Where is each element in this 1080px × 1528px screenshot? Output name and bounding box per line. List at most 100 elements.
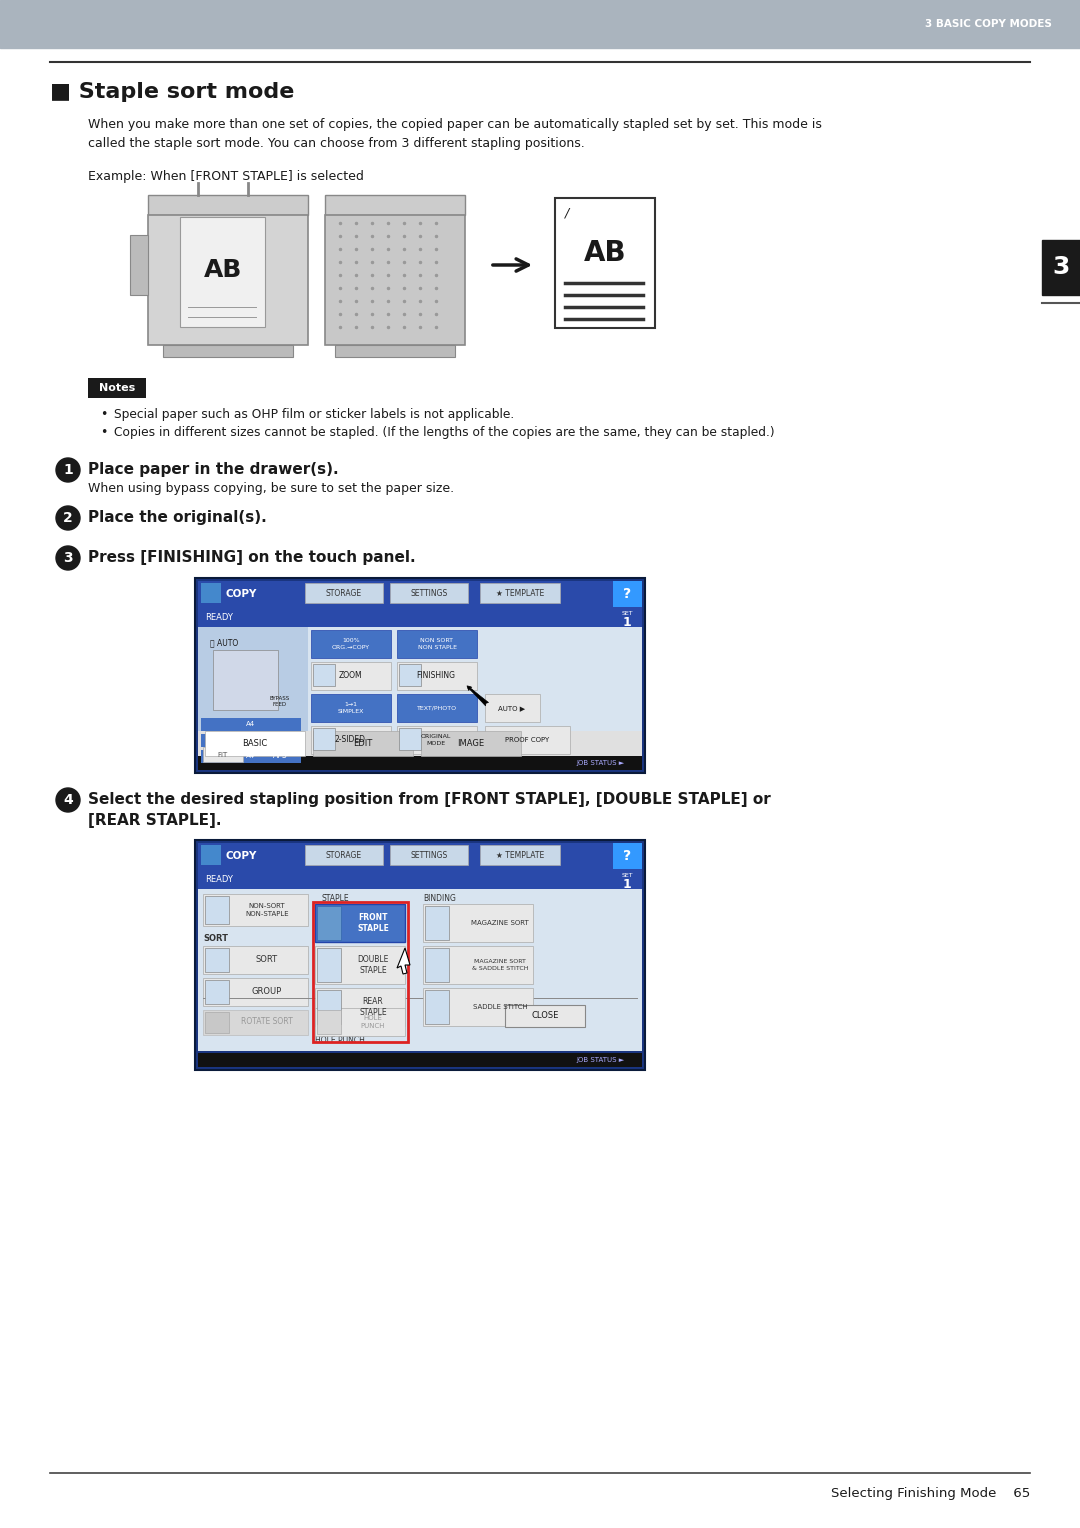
Text: IMAGE: IMAGE bbox=[458, 740, 485, 749]
Text: EDIT: EDIT bbox=[353, 740, 373, 749]
Bar bbox=[613, 869, 642, 889]
Bar bbox=[426, 906, 449, 940]
Bar bbox=[399, 727, 421, 750]
Text: TEXT/PHOTO: TEXT/PHOTO bbox=[417, 706, 457, 711]
Text: 1: 1 bbox=[623, 616, 632, 628]
Bar bbox=[485, 726, 570, 753]
Text: READY: READY bbox=[205, 874, 233, 883]
Bar bbox=[0, 0, 1080, 47]
Bar bbox=[318, 947, 341, 983]
Text: JOB STATUS ►: JOB STATUS ► bbox=[576, 1057, 624, 1063]
Text: 1: 1 bbox=[623, 877, 632, 891]
Bar bbox=[613, 581, 642, 607]
Bar bbox=[313, 727, 335, 750]
Text: 📄 AUTO: 📄 AUTO bbox=[210, 639, 239, 646]
Text: Press [FINISHING] on the touch panel.: Press [FINISHING] on the touch panel. bbox=[87, 550, 416, 565]
Text: FRONT
STAPLE: FRONT STAPLE bbox=[357, 912, 389, 934]
Bar bbox=[198, 756, 642, 770]
Circle shape bbox=[56, 506, 80, 530]
Bar bbox=[505, 1005, 585, 1027]
Bar bbox=[203, 1010, 308, 1034]
Bar bbox=[1042, 240, 1080, 295]
Bar bbox=[313, 665, 335, 686]
Bar bbox=[198, 869, 613, 889]
Bar bbox=[148, 215, 308, 345]
Bar bbox=[480, 584, 561, 604]
Text: MAGAZINE SORT: MAGAZINE SORT bbox=[471, 920, 529, 926]
Bar bbox=[201, 733, 301, 747]
Bar bbox=[423, 905, 534, 941]
Bar bbox=[480, 845, 561, 865]
Text: FIT: FIT bbox=[218, 752, 228, 758]
Text: ?: ? bbox=[623, 850, 631, 863]
Text: SET: SET bbox=[621, 611, 633, 616]
Text: BYPASS
FEED: BYPASS FEED bbox=[270, 695, 291, 707]
Bar bbox=[305, 584, 383, 604]
Bar bbox=[198, 626, 642, 753]
Bar bbox=[426, 990, 449, 1024]
Text: 1→1
SIMPLEX: 1→1 SIMPLEX bbox=[338, 703, 364, 714]
Text: 3: 3 bbox=[64, 552, 72, 565]
Bar bbox=[311, 694, 391, 723]
Bar bbox=[180, 217, 265, 327]
Bar bbox=[325, 196, 465, 215]
Text: DOUBLE
STAPLE: DOUBLE STAPLE bbox=[357, 955, 389, 975]
Text: 100%
ORG.→COPY: 100% ORG.→COPY bbox=[332, 639, 370, 649]
Text: SORT: SORT bbox=[203, 934, 228, 943]
Bar bbox=[205, 1012, 229, 1033]
Text: STORAGE: STORAGE bbox=[326, 588, 362, 597]
Bar bbox=[397, 694, 477, 723]
Bar bbox=[397, 726, 477, 753]
Bar bbox=[315, 1008, 405, 1036]
Bar bbox=[201, 718, 301, 730]
Bar bbox=[205, 979, 229, 1004]
Bar bbox=[148, 196, 308, 215]
Text: ★ TEMPLATE: ★ TEMPLATE bbox=[496, 851, 544, 859]
Text: Special paper such as OHP film or sticker labels is not applicable.: Special paper such as OHP film or sticke… bbox=[114, 408, 514, 422]
Text: SETTINGS: SETTINGS bbox=[410, 851, 447, 859]
Bar bbox=[399, 665, 421, 686]
Bar bbox=[423, 946, 534, 984]
Text: ZOOM: ZOOM bbox=[338, 671, 362, 680]
Text: FINISHING: FINISHING bbox=[417, 671, 456, 680]
Bar bbox=[198, 843, 642, 869]
Bar bbox=[201, 845, 221, 865]
Bar bbox=[426, 947, 449, 983]
Polygon shape bbox=[397, 947, 410, 973]
Bar bbox=[305, 845, 383, 865]
Bar bbox=[195, 578, 645, 773]
Text: COPY: COPY bbox=[225, 851, 256, 860]
Bar bbox=[198, 626, 308, 753]
Text: AB: AB bbox=[204, 258, 242, 283]
Text: SET: SET bbox=[621, 872, 633, 879]
Text: HOLE PUNCH: HOLE PUNCH bbox=[315, 1036, 365, 1045]
Bar bbox=[203, 946, 308, 973]
Bar bbox=[335, 345, 455, 358]
Bar bbox=[421, 730, 521, 756]
Bar bbox=[311, 630, 391, 659]
Text: CLOSE: CLOSE bbox=[531, 1012, 558, 1021]
Bar bbox=[163, 345, 293, 358]
Bar bbox=[198, 730, 642, 756]
Text: NON SORT
NON STAPLE: NON SORT NON STAPLE bbox=[418, 639, 457, 649]
Text: ?: ? bbox=[623, 587, 631, 601]
Bar bbox=[87, 377, 146, 397]
Circle shape bbox=[56, 458, 80, 481]
Bar bbox=[613, 843, 642, 869]
Bar bbox=[260, 747, 300, 762]
Bar bbox=[313, 730, 413, 756]
Text: HOLE
PUNCH: HOLE PUNCH bbox=[361, 1016, 386, 1028]
Bar bbox=[397, 630, 477, 659]
Text: Select the desired stapling position from [FRONT STAPLE], [DOUBLE STAPLE] or
[RE: Select the desired stapling position fro… bbox=[87, 792, 771, 828]
Text: JOB STATUS ►: JOB STATUS ► bbox=[576, 759, 624, 766]
Bar bbox=[201, 584, 221, 604]
Bar bbox=[555, 199, 654, 329]
Text: BINDING: BINDING bbox=[423, 894, 456, 903]
Bar bbox=[311, 726, 391, 753]
Text: 1: 1 bbox=[63, 463, 72, 477]
Bar bbox=[613, 607, 642, 626]
Text: NON-SORT
NON-STAPLE: NON-SORT NON-STAPLE bbox=[245, 903, 288, 917]
Bar bbox=[195, 840, 645, 1070]
Text: Selecting Finishing Mode    65: Selecting Finishing Mode 65 bbox=[831, 1487, 1030, 1499]
Bar bbox=[203, 894, 308, 926]
